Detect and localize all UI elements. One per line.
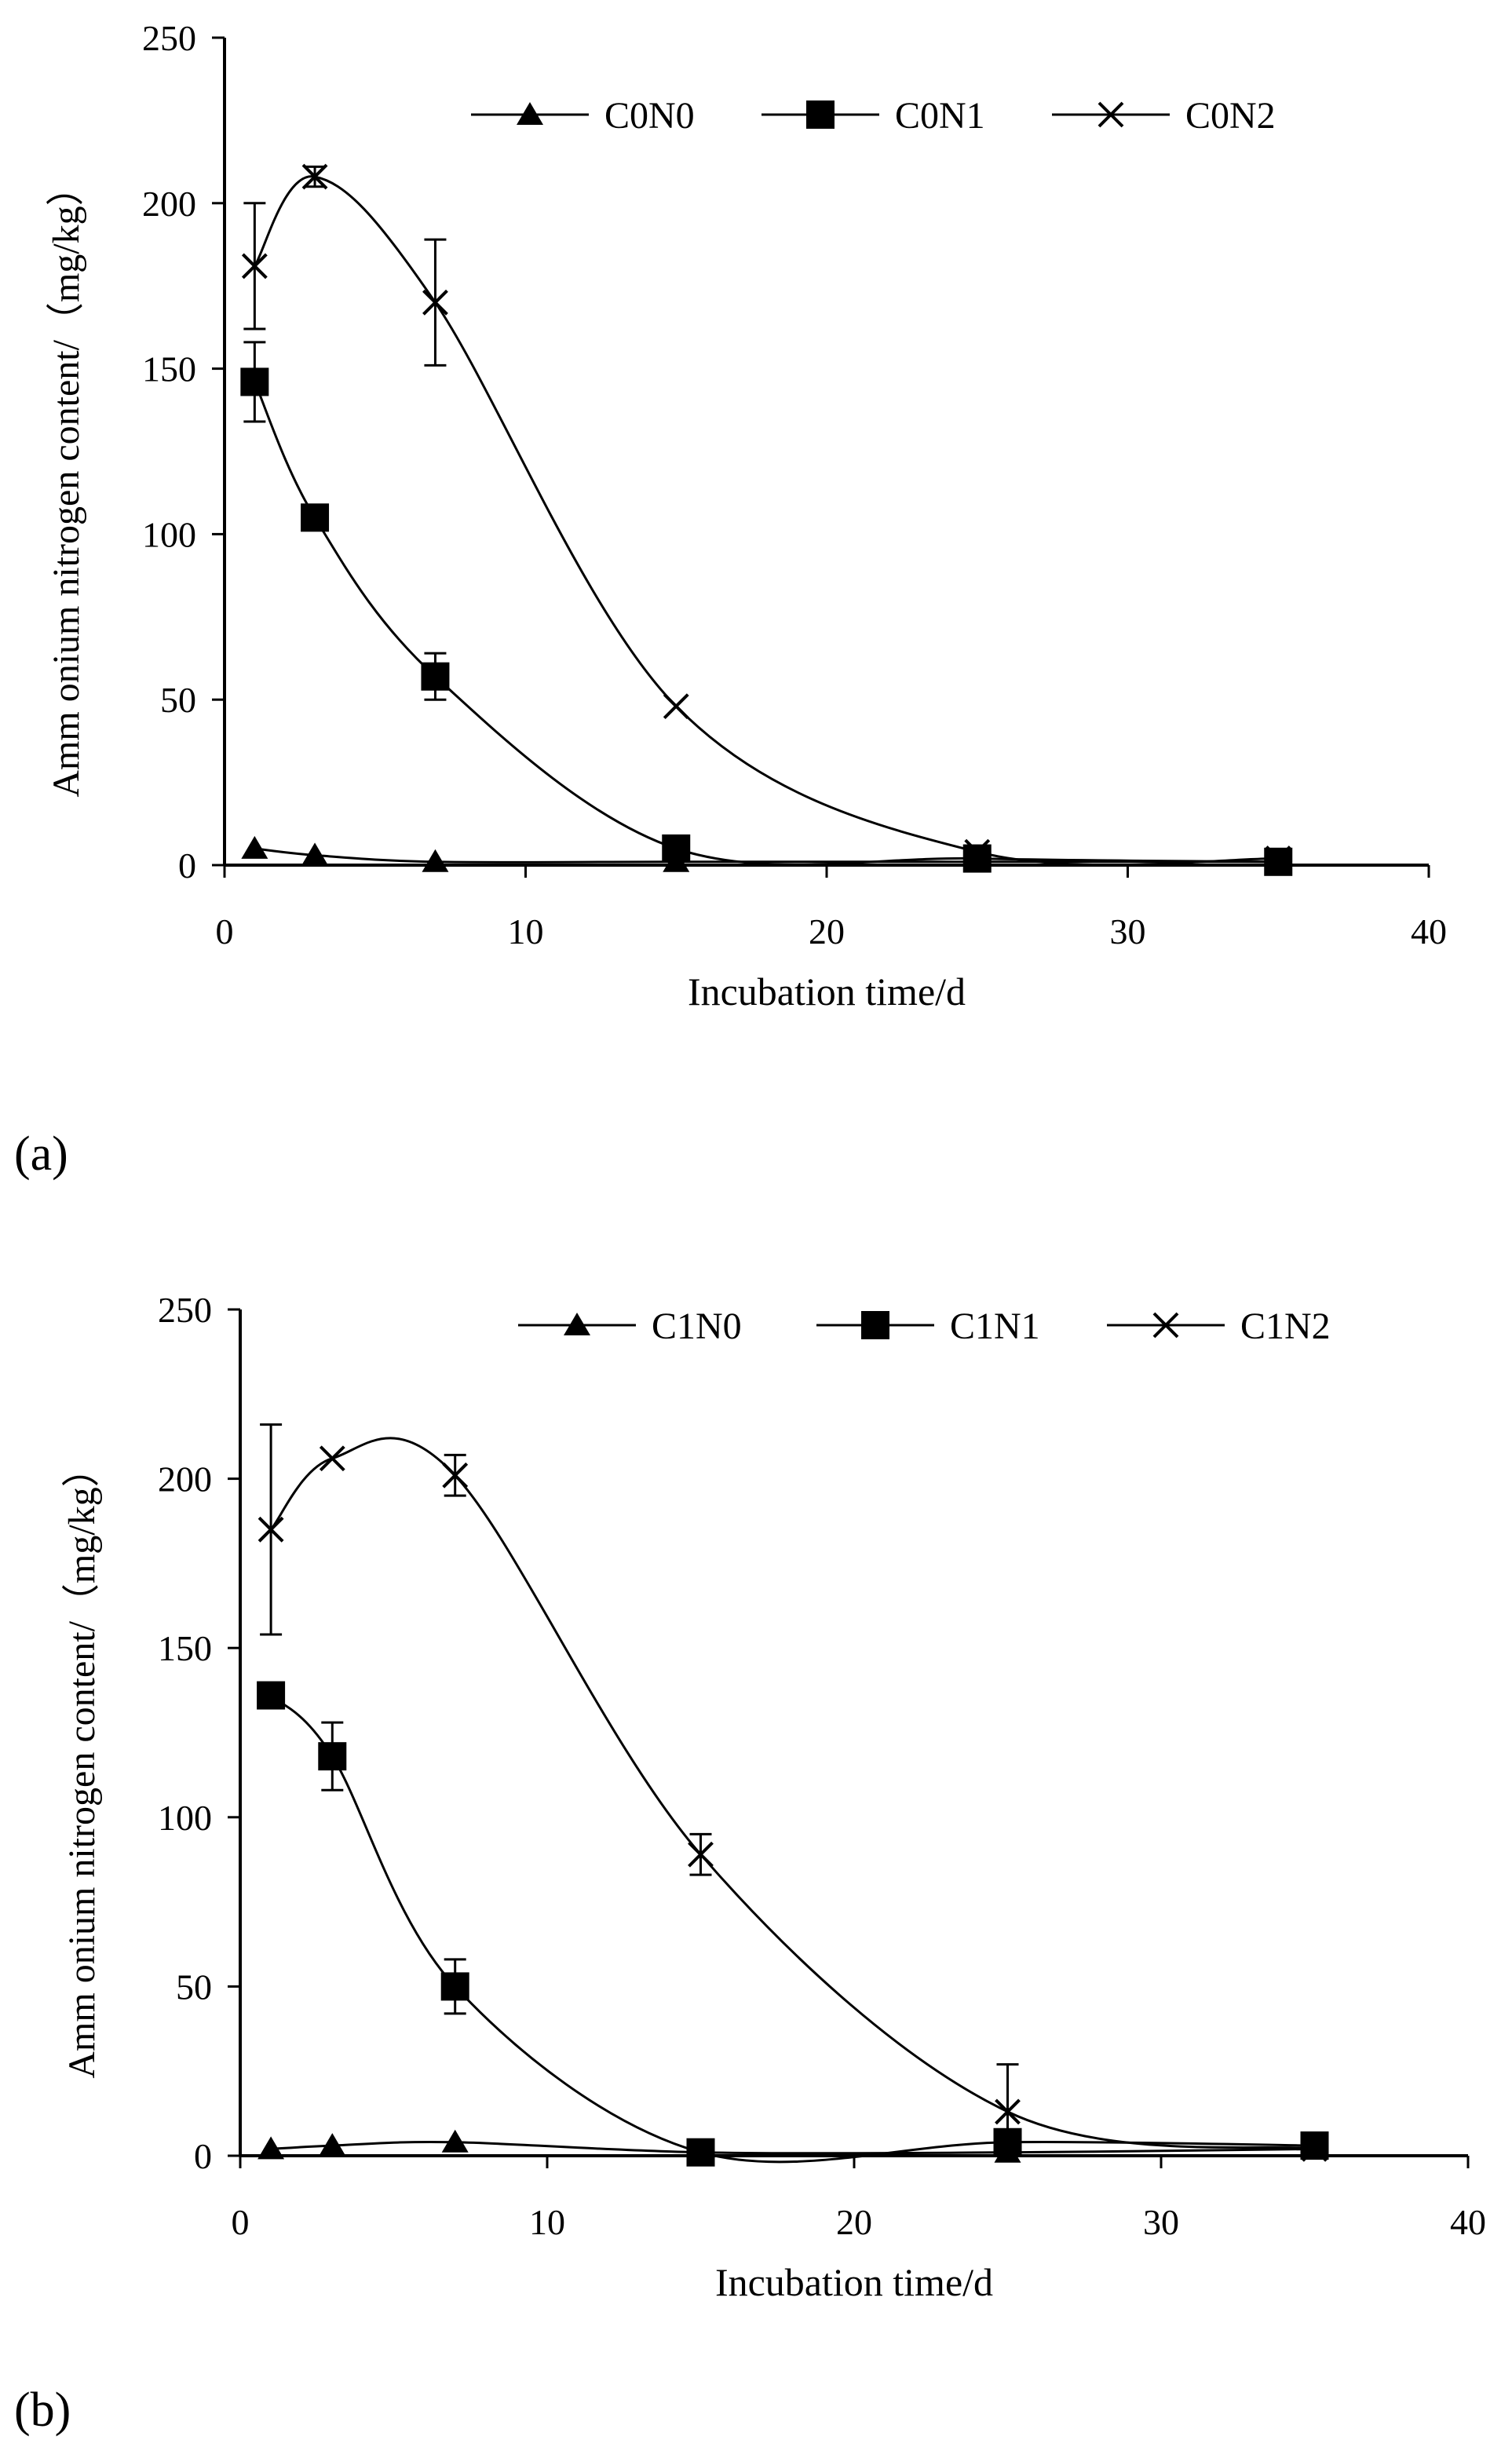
legend: C0N0 C0N1 C0N2 (471, 95, 1276, 137)
series-C1N1 (257, 1681, 1329, 2167)
legend-marker (517, 102, 543, 125)
data-point (421, 662, 450, 691)
x-tick-label: 30 (1110, 911, 1146, 951)
data-point (240, 367, 269, 396)
data-point (440, 1972, 469, 2001)
data-point (319, 2133, 346, 2157)
y-tick-label: 250 (142, 18, 196, 58)
data-point (964, 838, 991, 865)
y-tick-label: 200 (142, 184, 196, 224)
x-tick-label: 40 (1411, 911, 1447, 951)
data-point (301, 842, 329, 866)
data-point (1300, 2131, 1329, 2160)
legend-label: C1N0 (652, 1306, 742, 1347)
data-point (1265, 845, 1291, 871)
data-point (422, 849, 449, 872)
legend-label: C0N2 (1185, 95, 1276, 137)
x-tick-label: 10 (529, 2202, 565, 2242)
data-point (257, 1681, 286, 1710)
x-tick-label: 20 (809, 911, 845, 951)
x-tick-label: 0 (216, 911, 234, 951)
y-tick-label: 0 (178, 845, 196, 886)
panel-label: (a) (14, 1127, 68, 1181)
panel-label: (b) (14, 2383, 71, 2437)
data-point (995, 2098, 1021, 2125)
data-point (257, 1516, 284, 1543)
legend-label: C0N0 (604, 95, 695, 137)
legend: C1N0 C1N1 C1N2 (518, 1306, 1331, 1347)
data-point (442, 1462, 469, 1488)
legend-label: C1N1 (950, 1306, 1040, 1347)
legend-marker (1152, 1312, 1179, 1339)
y-tick-label: 150 (142, 349, 196, 389)
series-line (270, 1694, 1315, 2164)
data-point (1302, 2135, 1328, 2162)
y-tick-label: 100 (142, 514, 196, 554)
x-axis-title: Incubation time/d (688, 970, 966, 1013)
legend-marker (1097, 101, 1124, 128)
y-tick-label: 50 (160, 680, 196, 720)
data-point (1264, 847, 1293, 876)
data-point (686, 2138, 715, 2167)
legend-label: C1N2 (1240, 1306, 1331, 1347)
x-axis-title: Incubation time/d (715, 2260, 993, 2304)
data-point (301, 163, 328, 190)
y-axis-title: Amm onium nitrogen content/（mg/kg） (46, 168, 87, 797)
data-point (319, 1445, 345, 1472)
legend-marker (564, 1313, 590, 1335)
data-point (241, 253, 268, 279)
x-tick-label: 0 (232, 2202, 250, 2242)
y-tick-label: 50 (176, 1967, 212, 2007)
legend-marker (806, 100, 835, 129)
chart-panel-b: 0 50 100 150 200 250 0 10 20 30 40 Incubation time/… (14, 1290, 1486, 2437)
x-tick-label: 40 (1450, 2202, 1486, 2242)
series-line (269, 1437, 1315, 2150)
series-C0N2 (241, 163, 1291, 871)
data-point (301, 503, 330, 532)
y-axis-title: Amm onium nitrogen content/（mg/kg） (61, 1449, 103, 2078)
data-point (422, 289, 448, 316)
y-tick-label: 150 (158, 1628, 212, 1668)
data-point (688, 1841, 714, 1868)
data-point (441, 2129, 469, 2153)
x-tick-label: 10 (508, 911, 544, 951)
series-C0N1 (240, 341, 1293, 876)
x-tick-label: 20 (836, 2202, 872, 2242)
series-C1N2 (257, 1423, 1328, 2162)
data-point (318, 1742, 347, 1771)
y-tick-label: 100 (158, 1798, 212, 1838)
data-point (662, 834, 691, 863)
data-point (257, 2136, 285, 2160)
chart-panel-a: 0 50 100 150 200 250 0 10 20 30 40 Incubation time/… (14, 18, 1447, 1181)
x-tick-label: 30 (1143, 2202, 1179, 2242)
legend-marker (861, 1311, 889, 1339)
y-tick-label: 250 (158, 1290, 212, 1330)
series-line (254, 175, 1279, 867)
y-tick-label: 200 (158, 1459, 212, 1499)
legend-label: C0N1 (895, 95, 985, 137)
data-point (663, 693, 689, 720)
data-point (241, 835, 268, 859)
y-tick-label: 0 (194, 2136, 212, 2176)
